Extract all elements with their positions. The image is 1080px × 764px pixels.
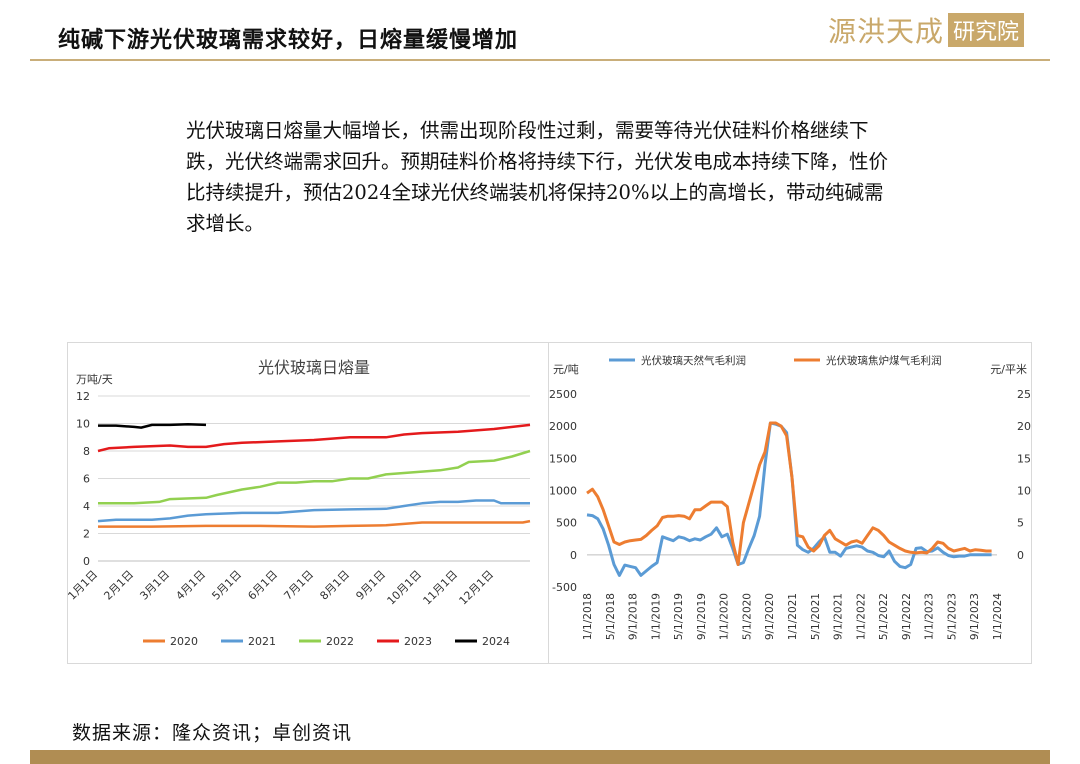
y-tick-label: 500 [556,517,577,530]
x-tick-label: 5/1/2022 [878,593,890,640]
x-tick-label: 1/1/2024 [992,593,1004,640]
header-rule [30,59,1050,61]
logo-main: 源洪天成 [827,15,944,48]
legend-label: 光伏玻璃焦炉煤气毛利润 [826,354,942,367]
x-tick-label: 2月1日 [101,568,136,603]
x-tick-label: 1/1/2023 [924,593,936,640]
x-tick-label: 5/1/2018 [605,593,617,640]
x-tick-label: 5月1日 [209,568,244,603]
chart-panel-profit: 元/吨 元/平米 -500 0 500 1000 1500 2000 2500 0 5 10 15 20 2… [548,342,1032,664]
x-tick-label: 9/1/2021 [833,593,845,640]
x-tick-label: 8月1日 [317,568,352,603]
y-tick-label: 6 [83,473,90,486]
legend-label-2023: 2023 [404,635,432,648]
y-axis-label-right: 元/平米 [990,363,1027,376]
x-tick-label: 9/1/2022 [901,593,913,640]
logo: 源洪天成 研究院 [828,10,1024,50]
y-tick-label: 12 [76,390,90,403]
x-tick-label: 7月1日 [281,568,316,603]
x-tick-label: 11月1日 [421,568,461,608]
x-tick-label: 5/1/2023 [946,593,958,640]
y-tick-label-right: 20 [1017,420,1031,433]
x-tick-label: 10月1日 [385,568,425,608]
x-tick-label: 6月1日 [245,568,280,603]
series-line-2024 [98,422,207,429]
x-tick-label: 9/1/2023 [969,593,981,640]
footer-bar [30,750,1050,764]
y-tick-label-right: 15 [1017,452,1031,465]
x-tick-label: 1/1/2022 [855,593,867,640]
y-tick-label: 2000 [549,420,577,433]
legend-label-2022: 2022 [326,635,354,648]
y-axis-label: 元/吨 [553,363,579,376]
x-tick-label: 3月1日 [137,568,172,603]
y-tick-label: 8 [83,445,90,458]
series-line-2021 [97,499,530,523]
y-tick-label: 2 [83,528,90,541]
legend-label-2020: 2020 [170,635,198,648]
series-line-2020 [98,519,531,528]
x-tick-label: 1/1/2021 [787,593,799,640]
x-tick-label: 9/1/2018 [628,593,640,640]
x-tick-label: 12月1日 [457,568,497,608]
y-axis-label: 万吨/天 [76,373,113,386]
y-tick-label-right: 0 [1017,549,1024,562]
series-line-2023 [97,423,531,453]
x-tick-label: 9月1日 [353,568,388,603]
x-tick-label: 5/1/2021 [810,593,822,640]
y-tick-label: 2500 [549,388,577,401]
x-tick-label: 1/1/2019 [650,593,662,640]
series-line-2022 [98,449,531,505]
x-tick-label: 1月1日 [68,568,100,603]
legend-label-2024: 2024 [482,635,510,648]
y-tick-label-right: 25 [1017,388,1031,401]
x-tick-label: 1/1/2018 [582,593,594,640]
chart-profit: 元/吨 元/平米 -500 0 500 1000 1500 2000 2500 0 5 10 15 20 2… [549,354,1031,640]
series-line-left [586,421,992,566]
y-tick-label-right: 5 [1017,517,1024,530]
x-tick-label: 5/1/2019 [673,593,685,640]
x-tick-label: 4月1日 [173,568,208,603]
y-tick-label-right: 10 [1017,485,1031,498]
logo-box: 研究院 [947,13,1024,47]
y-tick-label: 10 [76,418,90,431]
chart-title: 光伏玻璃日熔量 [258,358,370,377]
y-tick-label: 4 [83,500,90,513]
data-source: 数据来源：隆众资讯；卓创资讯 [72,722,353,744]
page-title: 纯碱下游光伏玻璃需求较好，日熔量缓慢增加 [58,27,519,53]
legend-label: 光伏玻璃天然气毛利润 [641,354,746,367]
y-tick-label: 0 [83,555,90,568]
y-tick-label: 1500 [549,452,577,465]
x-tick-label: 5/1/2020 [741,593,753,640]
chart-panel-melt-volume: 光伏玻璃日熔量万吨/天 0 2 4 6 8 10 12 1月1日 2月1日 3月1日 4月1日 5月1日… [65,342,549,664]
y-tick-label: -500 [552,581,577,594]
summary-text: 光伏玻璃日熔量大幅增长，供需出现阶段性过剩，需要等待光伏硅料价格继续下跌，光伏终… [186,119,889,235]
y-tick-label: 1000 [549,485,577,498]
y-tick-label: 0 [570,549,577,562]
x-tick-label: 9/1/2019 [696,593,708,640]
legend-label-2021: 2021 [248,635,276,648]
x-tick-label: 9/1/2020 [764,593,776,640]
x-tick-label: 1/1/2020 [719,593,731,640]
